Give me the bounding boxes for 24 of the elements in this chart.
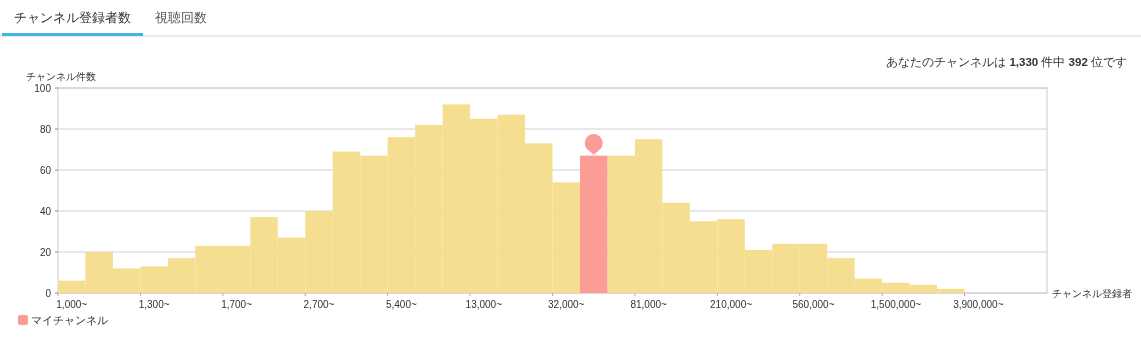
y-tick-label: 60: [39, 165, 52, 176]
y-tick-label: 40: [39, 206, 52, 217]
y-tick-label: 0: [45, 288, 52, 299]
text: チャンネル登録者数: [14, 11, 131, 25]
x-tick-label: 13,000~: [465, 299, 503, 310]
y-tick-label: 100: [34, 83, 52, 94]
x-tick-label: 1,000~: [56, 299, 88, 310]
y-tick-label: 20: [39, 247, 52, 258]
text: あなたのチャンネルは 1,330 件中 392 位です: [886, 56, 1127, 69]
x-tick-label: 81,000~: [630, 299, 668, 310]
x-tick-label: 1,700~: [221, 299, 253, 310]
x-tick-label: 32,000~: [548, 299, 585, 310]
x-tick-label: 5,400~: [385, 299, 417, 310]
x-tick-label: 3,900,000~: [953, 299, 1004, 310]
x-tick-label: 2,700~: [303, 299, 335, 310]
x-tick-label: 1,500,000~: [870, 299, 922, 310]
x-tick-label: 1,300~: [138, 299, 170, 310]
legend-label: マイチャンネル: [31, 314, 108, 326]
y-tick-label: 80: [39, 124, 52, 135]
x-tick-label: 210,000~: [710, 299, 753, 310]
x-axis-title: チャンネル登録者: [1052, 288, 1132, 299]
y-axis-title: チャンネル件数: [26, 71, 96, 82]
text: 視聴回数: [155, 11, 207, 25]
x-tick-label: 560,000~: [792, 299, 835, 310]
